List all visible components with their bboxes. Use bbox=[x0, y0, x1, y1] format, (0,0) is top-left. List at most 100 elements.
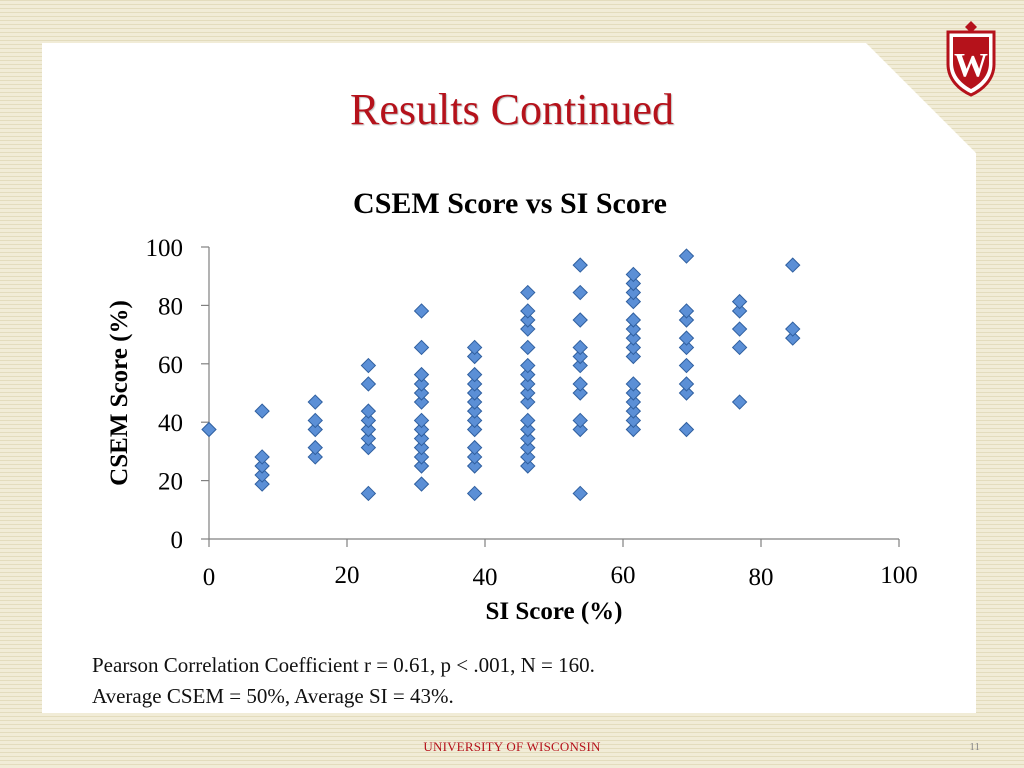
data-point bbox=[520, 339, 536, 356]
data-point bbox=[678, 376, 695, 392]
y-axis: 0 20 40 60 80 100 bbox=[146, 235, 210, 554]
caption: Pearson Correlation Coefficient r = 0.61… bbox=[92, 650, 595, 712]
data-point bbox=[625, 403, 642, 419]
data-point bbox=[572, 284, 588, 301]
data-point bbox=[360, 403, 377, 419]
data-point bbox=[360, 376, 377, 392]
x-axis: 0 20 40 60 80 100 bbox=[203, 538, 918, 591]
data-point bbox=[520, 421, 536, 438]
data-point bbox=[731, 303, 748, 319]
data-point bbox=[625, 394, 642, 410]
data-point bbox=[254, 449, 270, 465]
data-point bbox=[625, 376, 642, 392]
x-tick-label: 0 bbox=[203, 564, 216, 591]
data-point bbox=[678, 357, 695, 374]
data-point bbox=[466, 412, 483, 429]
slide-panel bbox=[42, 43, 976, 713]
data-point bbox=[466, 348, 483, 365]
data-point bbox=[572, 257, 588, 273]
y-tick-label: 0 bbox=[171, 527, 184, 554]
data-point bbox=[307, 439, 323, 456]
x-tick-label: 40 bbox=[473, 564, 498, 591]
data-point bbox=[520, 458, 536, 474]
data-point bbox=[307, 412, 323, 429]
data-point bbox=[678, 421, 695, 438]
data-point bbox=[413, 366, 430, 383]
data-point bbox=[678, 248, 695, 264]
data-point bbox=[254, 467, 270, 483]
x-tick-label: 80 bbox=[749, 564, 774, 591]
x-tick-label: 20 bbox=[335, 562, 360, 589]
data-point bbox=[466, 458, 483, 474]
data-point bbox=[625, 348, 642, 365]
data-point bbox=[625, 330, 642, 346]
data-point bbox=[413, 412, 430, 429]
x-axis-label: SI Score (%) bbox=[485, 598, 622, 625]
data-point bbox=[572, 376, 588, 392]
data-point bbox=[625, 275, 642, 292]
data-point bbox=[413, 430, 430, 447]
data-point bbox=[625, 421, 642, 438]
data-point bbox=[254, 476, 270, 492]
data-point bbox=[572, 312, 588, 328]
data-point bbox=[466, 485, 483, 502]
data-point bbox=[572, 412, 588, 429]
chart-title: CSEM Score vs SI Score bbox=[353, 187, 667, 220]
y-tick-label: 100 bbox=[146, 235, 184, 262]
svg-text:W: W bbox=[954, 47, 988, 84]
data-point bbox=[731, 321, 748, 337]
data-point bbox=[520, 376, 536, 392]
data-point bbox=[625, 385, 642, 401]
data-point bbox=[466, 439, 483, 456]
data-point bbox=[625, 412, 642, 429]
data-point bbox=[201, 421, 217, 438]
x-tick-label: 100 bbox=[880, 562, 918, 589]
data-point bbox=[360, 430, 377, 447]
slide-title: Results Continued bbox=[350, 85, 674, 134]
data-point bbox=[413, 458, 430, 474]
data-point bbox=[520, 284, 536, 301]
data-point bbox=[520, 439, 536, 456]
data-point bbox=[625, 284, 642, 301]
data-point bbox=[520, 357, 536, 374]
data-point bbox=[731, 394, 748, 410]
page-number: 11 bbox=[969, 741, 980, 753]
data-point bbox=[678, 303, 695, 319]
data-point bbox=[520, 321, 536, 337]
data-point bbox=[520, 394, 536, 410]
y-axis-label: CSEM Score (%) bbox=[106, 300, 133, 486]
data-point bbox=[307, 421, 323, 438]
data-point bbox=[785, 321, 801, 337]
data-point bbox=[307, 394, 323, 410]
caption-averages: Average CSEM = 50%, Average SI = 43%. bbox=[92, 684, 454, 708]
data-point bbox=[625, 293, 642, 310]
data-point bbox=[466, 366, 483, 383]
data-point bbox=[572, 357, 588, 374]
data-point bbox=[678, 330, 695, 346]
data-point bbox=[572, 348, 588, 365]
data-point bbox=[520, 449, 536, 465]
data-point bbox=[413, 376, 430, 392]
data-point bbox=[254, 458, 270, 474]
data-point bbox=[625, 321, 642, 337]
data-point bbox=[413, 385, 430, 401]
data-point bbox=[413, 449, 430, 465]
data-points bbox=[201, 248, 801, 502]
y-tick-label: 60 bbox=[158, 352, 183, 379]
data-point bbox=[466, 385, 483, 401]
data-point bbox=[360, 439, 377, 456]
data-point bbox=[466, 376, 483, 392]
footer-university: UNIVERSITY OF WISCONSIN bbox=[423, 739, 601, 754]
y-tick-label: 80 bbox=[158, 293, 183, 320]
data-point bbox=[572, 339, 588, 356]
data-point bbox=[520, 312, 536, 328]
data-point bbox=[520, 366, 536, 383]
data-point bbox=[360, 412, 377, 429]
data-point bbox=[678, 312, 695, 328]
data-point bbox=[360, 485, 377, 502]
y-tick-label: 20 bbox=[158, 469, 183, 496]
data-point bbox=[413, 476, 430, 492]
data-point bbox=[466, 449, 483, 465]
data-point bbox=[466, 339, 483, 356]
data-point bbox=[520, 385, 536, 401]
